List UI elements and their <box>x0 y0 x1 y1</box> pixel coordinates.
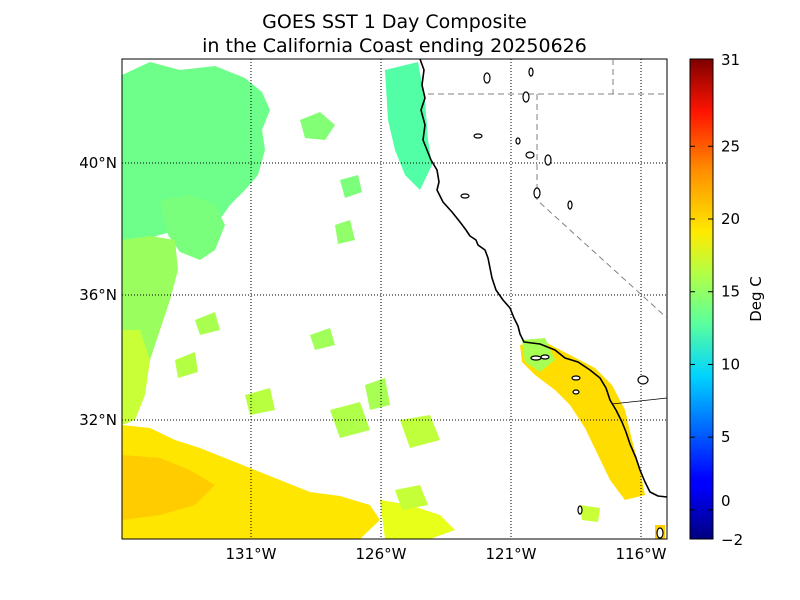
colorbar-tick-label: 20 <box>721 210 740 228</box>
lon-label-126w: 126°W <box>356 545 407 563</box>
sst-patch <box>395 485 428 510</box>
sst-coastal-north <box>385 62 432 190</box>
sst-region-west-south <box>122 330 150 425</box>
coastline <box>419 58 668 498</box>
sst-region-southwest-warm <box>122 455 215 520</box>
sst-region-northwest <box>122 62 270 242</box>
sst-patch <box>245 388 275 415</box>
map-title-line-1: GOES SST 1 Day Composite <box>262 11 527 33</box>
california-nevada-border <box>536 94 667 319</box>
sst-patch <box>335 220 355 244</box>
inland-lakes <box>460 67 664 539</box>
colorbar <box>689 58 714 540</box>
colorbar-tick-label: 10 <box>721 355 740 373</box>
sst-patch <box>365 378 390 410</box>
colorbar-tick-label: 5 <box>721 428 731 446</box>
sst-region-south-mid <box>380 500 455 539</box>
sst-region-northwest-2 <box>160 195 225 260</box>
colorbar-tick-label: 25 <box>721 137 740 155</box>
sst-patch <box>195 312 220 335</box>
sst-patch <box>300 112 335 140</box>
lon-label-121w: 121°W <box>486 545 537 563</box>
sst-region-southern-california <box>520 342 645 500</box>
colorbar-ticks: 31 25 20 15 10 5 0 −2 <box>690 51 743 549</box>
colorbar-tick-label: 15 <box>721 283 740 301</box>
colorbar-tick-label: −2 <box>721 531 743 549</box>
graticule <box>122 59 667 539</box>
sst-patch <box>580 505 600 522</box>
sst-patch <box>310 328 335 350</box>
lon-label-131w: 131°W <box>226 545 277 563</box>
sst-patch <box>175 352 198 378</box>
state-borders <box>428 59 667 319</box>
channel-islands <box>530 354 581 395</box>
lat-label-32n: 32°N <box>79 411 117 429</box>
sst-patch <box>340 175 362 198</box>
colorbar-label: Deg C <box>747 276 765 322</box>
colorbar-tick-label: 31 <box>721 51 740 69</box>
map-frame <box>121 58 668 540</box>
lat-label-40n: 40°N <box>79 154 117 172</box>
sst-patch <box>400 415 440 448</box>
sst-data-layer <box>122 62 665 539</box>
lat-label-36n: 36°N <box>79 286 117 304</box>
lon-label-116w: 116°W <box>616 545 667 563</box>
map-title-line-2: in the California Coast ending 20250626 <box>202 35 587 57</box>
colorbar-tick-label: 0 <box>721 492 731 510</box>
us-mexico-border <box>611 397 668 405</box>
